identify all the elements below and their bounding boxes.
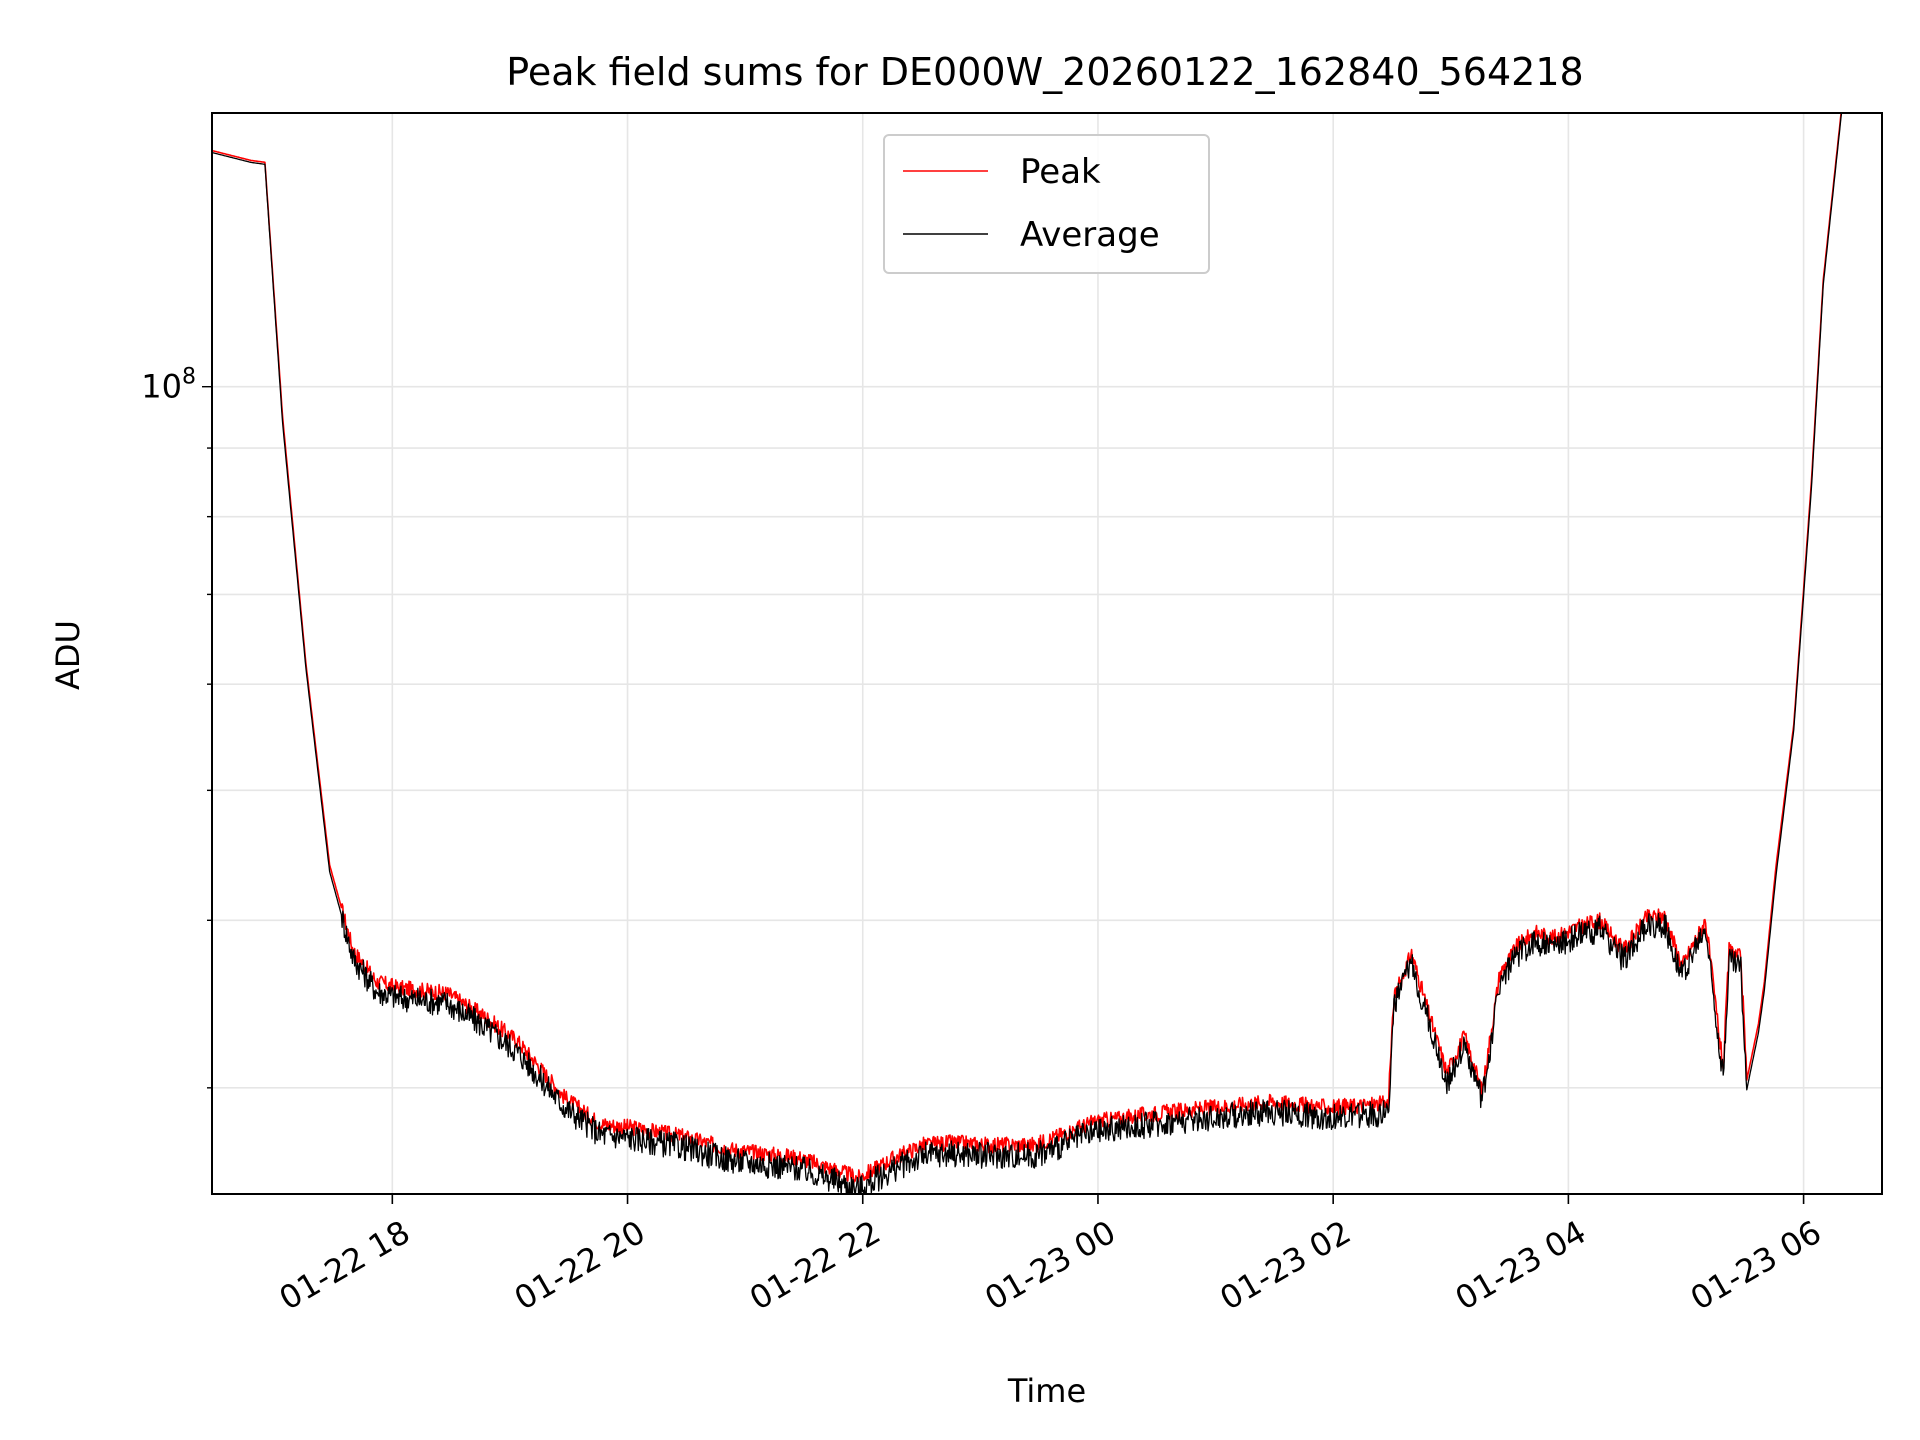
chart-title: Peak field sums for DE000W_20260122_1628…	[506, 50, 1583, 94]
grid	[212, 113, 1882, 1194]
legend-label-peak: Peak	[1020, 152, 1101, 192]
legend-label-average: Average	[1020, 215, 1160, 255]
plot-area	[211, 112, 1883, 1195]
series-line-average	[212, 113, 1843, 1194]
legend: Peak Average	[883, 134, 1210, 274]
y-axis-ticks: 108	[141, 365, 212, 1089]
series-group	[212, 113, 1843, 1194]
plot-frame	[211, 112, 1883, 1195]
x-axis-label: Time	[1007, 1372, 1086, 1410]
y-tick-label: 108	[141, 365, 196, 406]
y-axis-label: ADU	[49, 620, 87, 690]
legend-frame	[883, 134, 1210, 274]
